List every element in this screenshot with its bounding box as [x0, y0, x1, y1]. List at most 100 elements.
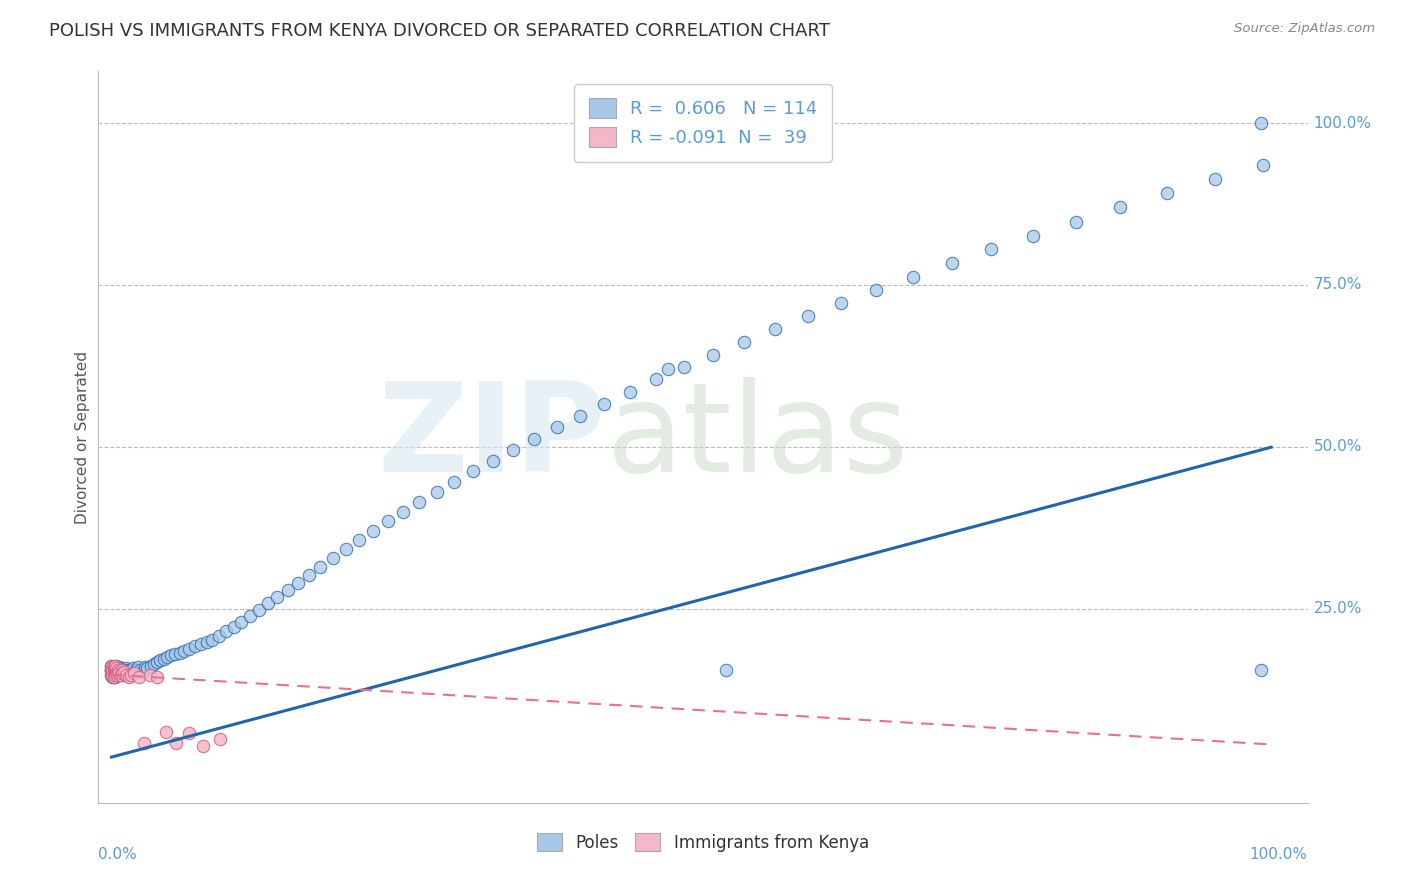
Point: [122, 661, 145, 675]
Legend: Poles, Immigrants from Kenya: Poles, Immigrants from Kenya: [529, 825, 877, 860]
Point: [104, 666, 127, 681]
Point: [115, 661, 138, 675]
Text: 50.0%: 50.0%: [1313, 439, 1362, 454]
Point: [103, 661, 125, 675]
Point: [941, 256, 963, 270]
Point: [100, 663, 122, 677]
Point: [101, 660, 124, 674]
Point: [110, 665, 132, 679]
Point: [118, 669, 141, 683]
Point: [392, 504, 415, 518]
Point: [156, 650, 179, 665]
Text: 25.0%: 25.0%: [1313, 601, 1362, 616]
Point: [361, 524, 384, 538]
Point: [101, 665, 124, 679]
Point: [208, 629, 231, 643]
Point: [105, 663, 128, 677]
Point: [112, 665, 135, 679]
Point: [1022, 228, 1045, 243]
Point: [104, 665, 127, 679]
Point: [191, 739, 214, 753]
Point: [209, 732, 232, 747]
Point: [481, 454, 503, 468]
Point: [111, 663, 134, 677]
Point: [159, 648, 181, 663]
Point: [138, 667, 160, 681]
Text: ZIP: ZIP: [378, 376, 606, 498]
Point: [104, 661, 127, 675]
Point: [131, 665, 153, 679]
Point: [136, 661, 159, 675]
Point: [763, 322, 786, 336]
Point: [128, 669, 150, 683]
Point: [1109, 200, 1132, 214]
Text: 100.0%: 100.0%: [1313, 116, 1372, 130]
Point: [377, 514, 399, 528]
Point: [309, 559, 332, 574]
Point: [195, 635, 218, 649]
Point: [100, 658, 122, 673]
Point: [461, 464, 484, 478]
Point: [115, 667, 138, 681]
Point: [184, 639, 207, 653]
Point: [103, 665, 125, 679]
Point: [104, 669, 127, 683]
Point: [101, 669, 124, 683]
Point: [257, 596, 280, 610]
Point: [1250, 116, 1272, 130]
Point: [1250, 663, 1272, 677]
Point: [266, 590, 288, 604]
Point: [145, 655, 167, 669]
Point: [231, 615, 253, 629]
Point: [110, 667, 132, 681]
Point: [173, 643, 195, 657]
Point: [118, 663, 141, 677]
Point: [103, 669, 125, 683]
Point: [104, 663, 127, 677]
Point: [903, 269, 925, 284]
Text: 100.0%: 100.0%: [1250, 847, 1308, 862]
Point: [111, 666, 134, 681]
Point: [107, 665, 129, 679]
Point: [103, 669, 125, 683]
Point: [298, 568, 321, 582]
Point: [143, 657, 166, 671]
Point: [190, 637, 212, 651]
Point: [110, 661, 132, 675]
Point: [103, 660, 125, 674]
Text: POLISH VS IMMIGRANTS FROM KENYA DIVORCED OR SEPARATED CORRELATION CHART: POLISH VS IMMIGRANTS FROM KENYA DIVORCED…: [49, 22, 830, 40]
Point: [104, 661, 127, 675]
Point: [104, 663, 127, 677]
Point: [124, 663, 146, 677]
Point: [105, 667, 128, 681]
Point: [179, 641, 201, 656]
Point: [247, 603, 270, 617]
Point: [107, 661, 129, 675]
Point: [179, 726, 201, 740]
Point: [107, 667, 129, 681]
Point: [101, 661, 124, 675]
Point: [716, 663, 738, 677]
Point: [980, 243, 1002, 257]
Point: [101, 663, 124, 677]
Point: [619, 384, 641, 399]
Point: [502, 443, 524, 458]
Point: [347, 533, 370, 547]
Point: [104, 667, 127, 681]
Point: [277, 583, 299, 598]
Point: [103, 667, 125, 681]
Point: [100, 667, 122, 681]
Point: [702, 348, 724, 362]
Point: [443, 475, 465, 489]
Text: Source: ZipAtlas.com: Source: ZipAtlas.com: [1234, 22, 1375, 36]
Point: [335, 542, 357, 557]
Point: [134, 660, 156, 674]
Point: [165, 647, 187, 661]
Point: [733, 334, 755, 349]
Point: [215, 624, 238, 639]
Text: 75.0%: 75.0%: [1313, 277, 1362, 293]
Point: [124, 666, 146, 681]
Point: [101, 660, 124, 674]
Point: [104, 658, 127, 673]
Point: [201, 632, 224, 647]
